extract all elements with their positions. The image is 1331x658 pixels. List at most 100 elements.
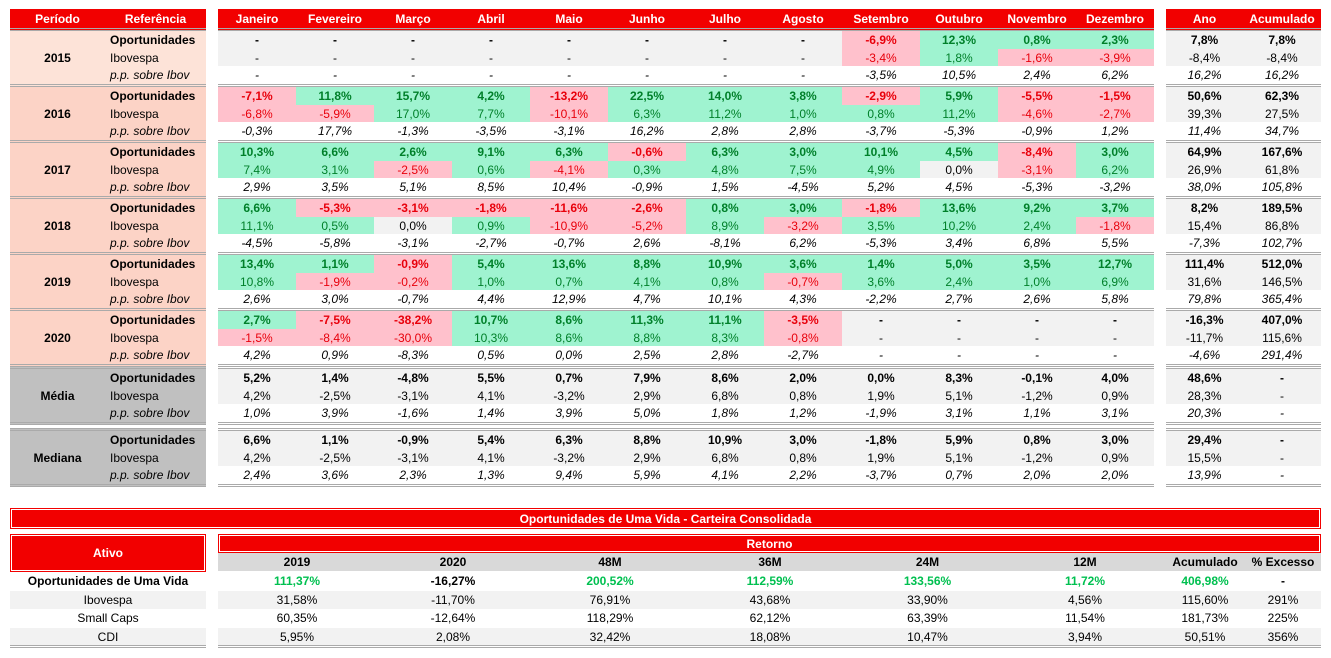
month-cell: -7,5%	[296, 311, 374, 329]
summary-value: 406,98%	[1181, 574, 1229, 588]
summary-asset-label: Oportunidades de Uma Vida	[27, 574, 189, 588]
year-cell: -4,6%	[1188, 348, 1221, 363]
month-cell: 5,5%	[1101, 236, 1129, 251]
month-cell: 8,8%	[608, 255, 686, 273]
year-cell: 11,4%	[1187, 124, 1222, 139]
month-cell: 13,6%	[920, 199, 998, 217]
month-cell: -0,7%	[397, 292, 429, 307]
totals-row: 20,3% -	[1166, 404, 1321, 422]
summary-column-header: 12M	[1073, 555, 1097, 569]
month-cell: -0,8%	[764, 328, 842, 347]
year-cell: 26,9%	[1187, 162, 1222, 177]
reference-label: Oportunidades	[110, 370, 196, 385]
month-cell: -3,7%	[865, 468, 897, 483]
summary-value: 112,59%	[746, 574, 794, 588]
totals-row: 38,0% 105,8%	[1166, 178, 1321, 196]
totals-row: 15,4% 86,8%	[1166, 216, 1321, 235]
reference-label: p.p. sobre Ibov	[110, 292, 190, 307]
accumulated-cell: 167,6%	[1261, 144, 1303, 159]
summary-value: 60,35%	[276, 611, 318, 625]
year-cell: 38,0%	[1187, 180, 1222, 195]
month-cell: -	[452, 48, 530, 67]
month-cell: 4,7%	[633, 292, 661, 307]
month-cell: -	[645, 68, 649, 83]
table-row: -6,8% -5,9% 17,0% 7,7% -10,1% 6,3% 11,2% 1,0% 0,…	[218, 104, 1154, 123]
header-accumulated: Acumulado	[1249, 11, 1315, 26]
reference-label: p.p. sobre Ibov	[110, 68, 190, 83]
month-cell: -	[296, 48, 374, 67]
accumulated-cell: 512,0%	[1261, 256, 1303, 271]
month-cell: 3,1%	[945, 406, 973, 421]
period-group-2017: 2017 Oportunidades Ibovespa p.p. sobre Ibov	[10, 143, 206, 199]
header-month-4: Maio	[555, 11, 583, 26]
reference-label: p.p. sobre Ibov	[110, 236, 190, 251]
month-cell: 2,4%	[920, 272, 998, 291]
year-cell: 31,6%	[1187, 274, 1222, 289]
year-cell: 13,9%	[1187, 468, 1222, 483]
month-cell: -	[608, 31, 686, 49]
month-cell: 3,5%	[842, 216, 920, 235]
month-cell: -6,8%	[218, 104, 296, 123]
accumulated-cell: 115,6%	[1262, 330, 1302, 345]
summary-column-header: % Excesso	[1251, 555, 1315, 569]
month-cell: -0,7%	[553, 236, 585, 251]
month-cell: 8,3%	[686, 328, 764, 347]
month-cell: 4,1%	[608, 272, 686, 291]
reference-label: p.p. sobre Ibov	[110, 468, 190, 483]
accumulated-cell: -	[1280, 406, 1284, 421]
month-cell: 1,4%	[296, 369, 374, 387]
month-cell: -4,5%	[787, 180, 819, 195]
summary-value: 10,47%	[907, 629, 948, 644]
year-cell: 50,6%	[1187, 88, 1222, 103]
month-cell: 4,1%	[452, 448, 530, 467]
summary-value: 118,29%	[586, 611, 634, 625]
month-cell: 11,3%	[608, 311, 686, 329]
month-cell: 1,1%	[296, 431, 374, 449]
period-label: 2020	[44, 330, 71, 345]
summary-asset-label: Small Caps	[77, 611, 139, 625]
accumulated-cell: 86,8%	[1264, 218, 1300, 233]
months-group: 2,7% -7,5% -38,2% 10,7% 8,6% 11,3% 11,1% -3,5% -…	[218, 311, 1154, 367]
summary-value: 3,94%	[1067, 629, 1103, 644]
month-cell: -	[879, 348, 883, 363]
totals-row: 28,3% -	[1166, 386, 1321, 405]
month-cell: 0,8%	[764, 386, 842, 405]
table-row: 5,2% 1,4% -4,8% 5,5% 0,7% 7,9% 8,6% 2,0% 0,0% 8,3…	[218, 369, 1154, 387]
month-cell: -0,2%	[374, 272, 452, 291]
month-cell: 11,8%	[296, 87, 374, 105]
month-cell: 4,5%	[920, 143, 998, 161]
period-group-média: Média Oportunidades Ibovespa p.p. sobre Ibo…	[10, 366, 206, 425]
month-cell: 1,1%	[1023, 406, 1051, 421]
month-cell: -0,9%	[1021, 124, 1053, 139]
month-cell: -8,1%	[709, 236, 741, 251]
summary-value: 111,37%	[273, 574, 321, 588]
reference-label: Oportunidades	[110, 144, 196, 159]
accumulated-cell: -	[1280, 432, 1284, 447]
month-cell: 1,0%	[452, 272, 530, 291]
month-cell: -2,9%	[842, 87, 920, 105]
reference-label: Oportunidades	[110, 256, 196, 271]
summary-value: 181,73%	[1181, 611, 1229, 625]
header-month-9: Outubro	[935, 11, 983, 26]
row-stripe	[218, 590, 1321, 609]
months-group: 5,2% 1,4% -4,8% 5,5% 0,7% 7,9% 8,6% 2,0% 0,0% 8,3…	[218, 366, 1154, 425]
month-cell: 4,5%	[945, 180, 973, 195]
header-month-10: Novembro	[1007, 11, 1067, 26]
month-cell: 2,6%	[374, 143, 452, 161]
month-cell: 2,4%	[1023, 68, 1051, 83]
table-row: -4,5% -5,8% -3,1% -2,7% -0,7% 2,6% -8,1% 6,2% -5…	[218, 234, 1154, 252]
month-cell: -5,3%	[296, 199, 374, 217]
totals-group: 50,6% 62,3% 39,3% 27,5% 11,4% 34,7%	[1166, 87, 1321, 143]
accumulated-cell: -8,4%	[1266, 50, 1298, 65]
month-cell: 10,3%	[452, 328, 530, 347]
month-cell: -	[998, 311, 1076, 329]
row-stripe	[218, 627, 1321, 646]
month-cell: 10,2%	[920, 216, 998, 235]
accumulated-cell: 407,0%	[1261, 312, 1303, 327]
month-cell: 1,5%	[711, 180, 739, 195]
reference-label: p.p. sobre Ibov	[110, 348, 190, 363]
header-month-8: Setembro	[853, 11, 909, 26]
month-cell: 6,3%	[530, 143, 608, 161]
reference-labels: Oportunidades Ibovespa p.p. sobre Ibov	[105, 255, 206, 308]
month-cell: 1,2%	[1101, 124, 1129, 139]
